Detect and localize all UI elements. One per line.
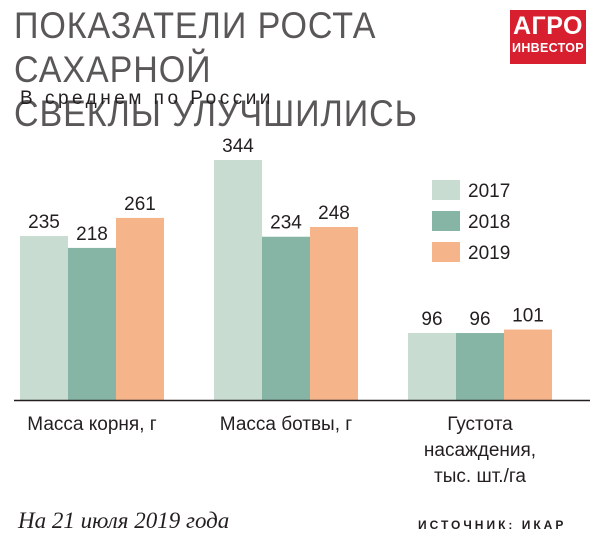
data-label-2019-cat2: 248 [318, 203, 350, 224]
title-line-2: СВЕКЛЫ УЛУЧШИЛИСЬ [14, 93, 418, 134]
logo-line-2: ИНВЕСТОР [512, 41, 584, 55]
category-label-3-line-3: тыс. шт./га [434, 466, 526, 487]
bar-2017-cat2 [214, 160, 262, 400]
data-label-2017-cat1: 235 [28, 212, 60, 233]
bar-2019-cat3 [504, 329, 552, 400]
data-label-2018-cat1: 218 [76, 224, 108, 245]
logo-line-1: АГРО [512, 12, 584, 40]
data-label-2019-cat1: 261 [124, 194, 156, 215]
legend-swatch-2018 [432, 211, 460, 231]
category-label-3-line-1: Густота [447, 414, 513, 435]
legend-label-2017: 2017 [468, 181, 510, 202]
bar-2019-cat2 [310, 226, 358, 400]
data-label-2018-cat2: 234 [270, 213, 302, 234]
bar-2018-cat2 [262, 236, 310, 400]
bar-2017-cat1 [20, 236, 68, 400]
data-label-2018-cat3: 96 [469, 309, 490, 330]
category-label-2-line-1: Масса ботвы, г [220, 414, 352, 435]
source-note: ИСТОЧНИК: ИКАР [418, 518, 567, 532]
bar-2019-cat1 [116, 217, 164, 400]
agroinvestor-logo: АГРО ИНВЕСТОР [510, 10, 586, 64]
legend-label-2019: 2019 [468, 243, 510, 264]
legend-label-2018: 2018 [468, 212, 510, 233]
legend-swatch-2019 [432, 242, 460, 262]
legend-swatch-2017 [432, 180, 460, 200]
title-line-1: ПОКАЗАТЕЛИ РОСТА САХАРНОЙ [14, 5, 377, 90]
bar-2017-cat3 [408, 333, 456, 400]
date-note: На 21 июля 2019 года [18, 508, 230, 533]
data-label-2019-cat3: 101 [512, 306, 544, 327]
chart-subtitle: В среднем по России [20, 88, 274, 109]
chart-title: ПОКАЗАТЕЛИ РОСТА САХАРНОЙ СВЕКЛЫ УЛУЧШИЛ… [14, 4, 465, 136]
data-label-2017-cat3: 96 [421, 309, 442, 330]
bar-2018-cat3 [456, 333, 504, 400]
category-label-3-line-2: насаждения, [424, 440, 536, 461]
bar-2018-cat1 [68, 247, 116, 400]
data-label-2017-cat2: 344 [222, 136, 254, 157]
category-label-1-line-1: Масса корня, г [27, 414, 156, 435]
